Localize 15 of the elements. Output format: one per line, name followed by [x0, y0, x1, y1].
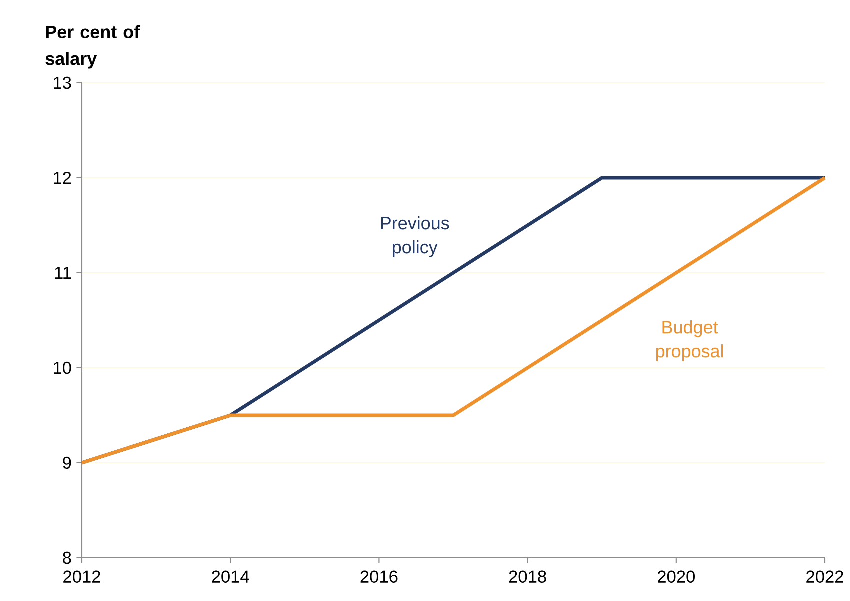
x-tick-label: 2016	[360, 570, 398, 583]
y-tick-label: 10	[54, 362, 72, 374]
x-tick-label: 2012	[64, 570, 100, 583]
x-tick-label: 2020	[658, 570, 696, 583]
x-tick-label: 2014	[212, 570, 250, 583]
series-label: Budget proposal	[656, 320, 724, 362]
x-tick-label: 2022	[806, 570, 844, 583]
y-axis-title: Per cent of salary	[46, 25, 140, 69]
y-tick-label: 12	[54, 172, 72, 184]
y-tick-label: 11	[55, 267, 72, 279]
x-tick-label: 2018	[509, 570, 546, 583]
series-label: Previous policy	[381, 216, 450, 258]
y-tick-label: 9	[63, 456, 72, 470]
y-tick-label: 13	[54, 76, 72, 90]
y-tick-label: 8	[63, 552, 72, 564]
